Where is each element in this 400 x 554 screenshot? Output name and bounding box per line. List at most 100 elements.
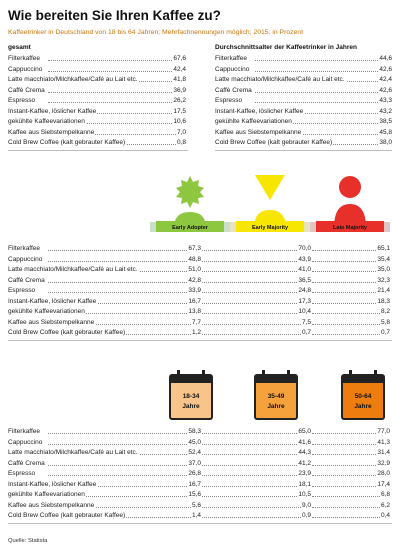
age-unit-35-49: Jahre xyxy=(267,403,285,410)
row-label: Filterkaffee xyxy=(215,54,249,64)
table-heading-gesamt: gesamt xyxy=(8,44,31,51)
row-label: gekühlte Kaffeevariationen xyxy=(8,490,86,500)
row-label: Latte macchiato/Milchkaffee/Café au Lait… xyxy=(215,75,346,85)
cell-value: 41,0 xyxy=(297,265,311,275)
cell-value: 17,3 xyxy=(297,296,311,307)
table-row: Cappuccino 42,4 xyxy=(8,64,188,75)
row-label: Filterkaffee xyxy=(8,427,42,437)
table-row: Espresso 26,8 23,9 28,0 xyxy=(8,469,392,479)
cell-value: 26,8 xyxy=(187,469,201,479)
leader-dots xyxy=(202,496,309,497)
leader-dots xyxy=(202,250,309,251)
cell-value: 1,2 xyxy=(190,328,201,338)
leader-dots xyxy=(48,292,199,293)
leader-dots xyxy=(312,464,388,466)
leader-dots xyxy=(48,475,199,476)
cell-value: 67,3 xyxy=(187,244,201,254)
cell-value: 18,1 xyxy=(297,479,311,490)
row-label: Espresso xyxy=(215,96,244,106)
cell-value: 67,6 xyxy=(172,54,186,64)
row-label: Latte macchiato/Milchkaffee/Café au Lait… xyxy=(8,75,139,85)
cell-value: 45,0 xyxy=(187,437,201,448)
cell-value: 7,5 xyxy=(300,317,311,328)
cell-value: 58,3 xyxy=(187,427,201,437)
table-row: Instant-Kaffee, löslicher Kaffee 16,7 18,1… xyxy=(8,479,392,490)
table-row: Kaffee aus Siebstempelkanne 7,7 7,5 5,8 xyxy=(8,317,392,328)
leader-dots xyxy=(312,313,388,314)
early-adopter-label: Early Adopter xyxy=(172,225,209,231)
row-label: Cappuccino xyxy=(8,64,44,75)
cell-value: 65,1 xyxy=(376,244,390,254)
cell-value: 13,8 xyxy=(187,307,201,317)
cell-value: 0,9 xyxy=(300,511,311,521)
table-row: Espresso 33,9 24,8 21,4 xyxy=(8,286,392,296)
row-label: gekühlte Kaffeevariationen xyxy=(8,117,86,127)
cell-value: 17,5 xyxy=(172,106,186,117)
page-title: Wie bereiten Sie Ihren Kaffee zu? xyxy=(8,8,221,23)
leader-dots xyxy=(48,91,184,93)
leader-dots xyxy=(48,323,199,325)
leader-dots xyxy=(202,302,309,304)
table-row: Cold Brew Coffee (kalt gebrauter Kaffee)… xyxy=(215,138,392,148)
cell-value: 44,6 xyxy=(378,54,392,64)
table-row: Filterkaffee 67,3 70,0 65,1 xyxy=(8,244,392,254)
cell-value: 5,6 xyxy=(190,500,201,511)
cell-value: 42,4 xyxy=(378,75,392,85)
table-row: Cold Brew Coffee (kalt gebrauter Kaffee)… xyxy=(8,511,392,521)
leader-dots xyxy=(255,133,390,135)
leader-dots xyxy=(202,281,309,283)
cell-value: 6,2 xyxy=(379,500,390,511)
table-row: Instant-Kaffee, löslicher Kaffee 16,7 17,3… xyxy=(8,296,392,307)
row-label: Caffè Crema xyxy=(8,458,46,469)
leader-dots xyxy=(255,102,390,103)
table-row: Cappuccino 48,8 43,9 35,4 xyxy=(8,254,392,265)
table-row: Espresso 43,3 xyxy=(215,96,392,106)
table-row: Filterkaffee 44,6 xyxy=(215,54,392,64)
leader-dots xyxy=(255,60,390,61)
cell-value: 42,8 xyxy=(187,275,201,286)
leader-dots xyxy=(312,454,388,455)
cell-value: 28,0 xyxy=(376,469,390,479)
row-label: gekühlte Kaffeevariationen xyxy=(215,117,293,127)
table-row: Cold Brew Coffee (kalt gebrauter Kaffee)… xyxy=(8,328,392,338)
cell-value: 43,2 xyxy=(378,106,392,117)
table-row: Latte macchiato/Milchkaffee/Café au Lait… xyxy=(215,75,392,85)
table-row: gekühlte Kaffeevariationen 38,5 xyxy=(215,117,392,127)
cell-value: 42,4 xyxy=(172,64,186,75)
cell-value: 15,6 xyxy=(187,490,201,500)
leader-dots xyxy=(312,485,388,487)
table-row: Instant-Kaffee, löslicher Kaffee 17,5 xyxy=(8,106,188,117)
cell-value: 23,9 xyxy=(297,469,311,479)
cell-value: 0,7 xyxy=(300,328,311,338)
leader-dots xyxy=(202,506,309,508)
age-unit-18-34: Jahre xyxy=(182,403,200,410)
cell-value: 35,0 xyxy=(376,265,390,275)
row-label: Instant-Kaffee, löslicher Kaffee xyxy=(8,296,98,307)
row-label: Espresso xyxy=(8,469,37,479)
cell-value: 52,4 xyxy=(187,448,201,458)
leader-dots xyxy=(202,323,309,325)
row-label: Cappuccino xyxy=(215,64,251,75)
cell-value: 42,6 xyxy=(378,64,392,75)
table-bottom-rule xyxy=(8,339,392,341)
leader-dots xyxy=(312,475,388,476)
early-majority-ribbon-icon xyxy=(230,221,310,232)
cell-value: 77,0 xyxy=(376,427,390,437)
table-row: gekühlte Kaffeevariationen 13,8 10,4 8,2 xyxy=(8,307,392,317)
cell-value: 17,4 xyxy=(376,479,390,490)
cell-value: 7,0 xyxy=(175,127,186,138)
cell-value: 45,8 xyxy=(378,127,392,138)
early-adopter-figure-icon xyxy=(174,176,206,228)
cell-value: 8,2 xyxy=(379,307,390,317)
leader-dots xyxy=(312,443,388,445)
cell-value: 33,9 xyxy=(187,286,201,296)
leader-dots xyxy=(202,443,309,445)
leader-dots xyxy=(48,112,184,114)
leader-dots xyxy=(48,443,199,445)
cell-value: 36,5 xyxy=(297,275,311,286)
row-label: Cold Brew Coffee (kalt gebrauter Kaffee) xyxy=(8,328,127,338)
leader-dots xyxy=(202,271,309,272)
table-row: Filterkaffee 58,3 65,0 77,0 xyxy=(8,427,392,437)
row-label: Cappuccino xyxy=(8,437,44,448)
leader-dots xyxy=(48,260,199,262)
